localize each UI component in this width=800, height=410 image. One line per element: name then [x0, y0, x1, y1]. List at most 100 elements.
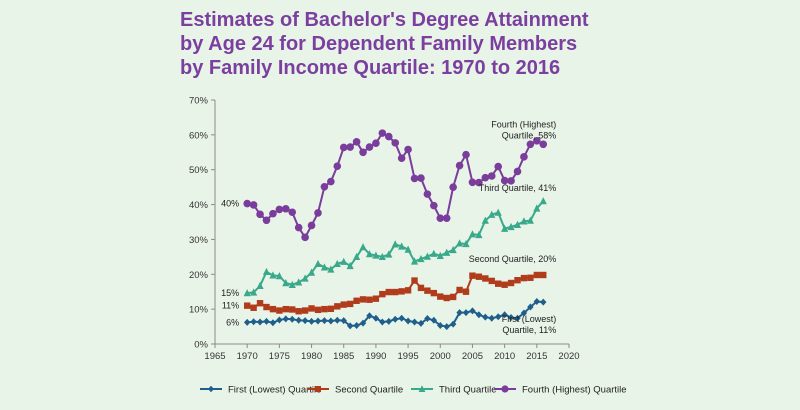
- data-point: [269, 209, 277, 218]
- data-point: [449, 183, 457, 191]
- chart-annotations: Fourth (Highest)Quartile, 58% Third Quart…: [221, 119, 556, 335]
- data-point: [307, 268, 316, 276]
- data-point: [411, 318, 418, 326]
- data-point: [417, 319, 425, 327]
- data-point: [378, 252, 386, 261]
- data-point: [501, 224, 509, 232]
- data-point: [495, 280, 502, 287]
- data-point: [301, 307, 309, 314]
- data-point: [527, 303, 534, 311]
- data-point: [507, 314, 515, 322]
- data-point: [468, 178, 477, 187]
- data-point: [327, 305, 335, 312]
- data-point: [475, 230, 483, 239]
- annotation-second-quartile: Second Quartile, 20%: [469, 254, 557, 264]
- data-point: [437, 293, 444, 300]
- data-point: [243, 302, 251, 309]
- legend-item-4: Fourth (Highest) Quartile: [494, 385, 627, 396]
- data-point: [327, 177, 335, 186]
- data-point: [243, 318, 251, 326]
- x-tick-label: 1995: [398, 351, 419, 362]
- data-point: [321, 305, 328, 313]
- data-point: [288, 208, 297, 217]
- x-tick-label: 2020: [558, 351, 579, 362]
- data-point: [417, 174, 425, 182]
- data-point: [275, 272, 283, 280]
- data-point: [436, 214, 445, 222]
- data-point: [379, 290, 386, 298]
- data-point: [372, 139, 380, 148]
- data-point: [507, 222, 515, 231]
- data-point: [455, 239, 464, 247]
- data-point: [424, 315, 431, 323]
- data-point: [417, 254, 425, 263]
- chart-title: Estimates of Bachelor's Degree Attainmen…: [180, 8, 650, 80]
- data-point: [430, 316, 438, 324]
- data-point: [436, 251, 444, 260]
- data-point: [539, 140, 548, 149]
- x-tick-label: 2010: [494, 351, 515, 362]
- legend-marker: [418, 385, 426, 392]
- x-tick-label: 1990: [365, 351, 386, 362]
- y-tick-label: 20%: [189, 270, 209, 281]
- data-point: [481, 216, 489, 224]
- series-4: [243, 129, 548, 242]
- data-point: [282, 305, 289, 313]
- data-point: [443, 323, 450, 331]
- data-point: [294, 223, 303, 232]
- data-point: [392, 288, 399, 296]
- data-point: [424, 287, 431, 294]
- chart-title-line-2: by Age 24 for Dependent Family Members: [180, 33, 578, 55]
- data-point: [301, 317, 309, 325]
- data-point: [288, 280, 296, 288]
- data-point: [520, 309, 528, 317]
- data-point: [449, 293, 457, 301]
- data-point: [372, 314, 380, 322]
- data-point: [295, 308, 302, 315]
- data-point: [249, 201, 258, 209]
- annotation-first-quartile: First (Lowest): [502, 314, 557, 324]
- chart-title-line-3: by Family Income Quartile: 1970 to 2016: [180, 57, 561, 79]
- data-point: [520, 153, 528, 161]
- data-point: [276, 307, 283, 314]
- legend-marker: [208, 385, 214, 393]
- data-point: [411, 277, 418, 284]
- annotation-fourth-start: 40%: [221, 199, 239, 209]
- data-point: [334, 316, 341, 324]
- chart-axes: 0% 10% 20% 30% 40% 50% 60% 70% 1965 1970 1975 1980 1…: [189, 96, 580, 363]
- y-tick-label: 30%: [189, 235, 209, 246]
- data-point: [488, 314, 495, 322]
- data-point: [320, 182, 329, 191]
- x-tick-label: 1985: [333, 351, 354, 362]
- data-point: [321, 317, 328, 325]
- data-point: [539, 197, 547, 205]
- x-tick-label: 1980: [301, 351, 322, 362]
- data-point: [404, 317, 412, 325]
- data-point: [468, 230, 477, 238]
- data-point: [494, 162, 503, 171]
- data-point: [385, 288, 392, 296]
- legend-marker: [315, 386, 321, 392]
- legend-label: Fourth (Highest) Quartile: [522, 385, 627, 396]
- data-point: [520, 274, 528, 282]
- data-point: [346, 322, 354, 330]
- data-point: [372, 295, 380, 302]
- data-point: [385, 250, 393, 258]
- series-3: [243, 197, 547, 297]
- data-point: [352, 138, 361, 146]
- data-point: [333, 259, 341, 268]
- data-point: [481, 173, 490, 182]
- data-point: [275, 205, 284, 214]
- data-point: [353, 252, 361, 261]
- data-point: [256, 210, 264, 219]
- annotation-first-start: 6%: [226, 317, 239, 327]
- legend-label: Third Quartile: [439, 385, 497, 396]
- data-point: [495, 313, 502, 321]
- data-point: [423, 190, 432, 198]
- data-point: [359, 296, 367, 303]
- plot-area: [243, 129, 548, 331]
- data-point: [430, 201, 438, 210]
- data-point: [487, 172, 496, 180]
- data-point: [462, 309, 470, 317]
- data-point: [320, 263, 329, 271]
